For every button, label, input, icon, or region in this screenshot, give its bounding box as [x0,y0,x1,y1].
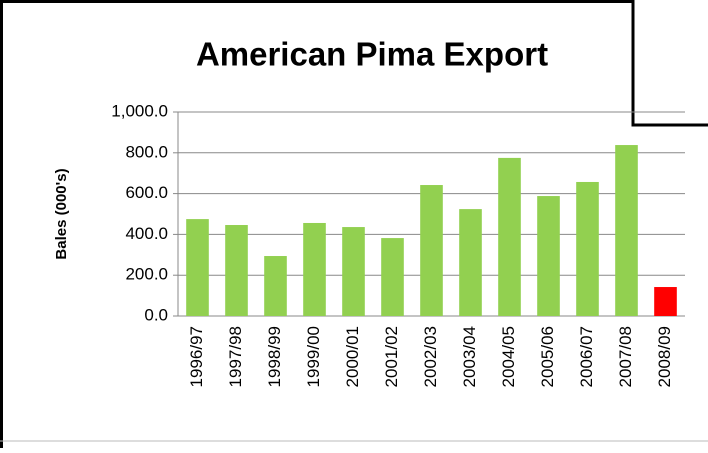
bar [264,256,287,316]
bar [537,196,560,316]
bar [498,157,521,316]
bar [303,222,326,316]
y-tick-label: 0.0 [144,305,168,324]
y-tick-label: 200.0 [125,265,168,284]
y-tick-label: 800.0 [125,142,168,161]
bar [459,209,482,316]
bar [342,227,365,316]
bar [615,145,638,316]
x-tick-label: 2002/03 [421,326,440,387]
x-tick-label: 2003/04 [460,326,479,387]
x-tick-label: 1997/98 [226,326,245,387]
x-tick-label: 2005/06 [538,326,557,387]
x-tick-label: 1998/99 [265,326,284,387]
x-tick-label: 2008/09 [655,326,674,387]
bar [225,225,248,316]
bar [654,287,677,316]
bar [186,219,209,316]
x-tick-label: 2000/01 [343,326,362,387]
bar [381,238,404,316]
y-tick-label: 1,000.0 [111,101,168,120]
chart-title: American Pima Export [196,36,548,73]
bar [576,181,599,316]
x-tick-label: 2007/08 [616,326,635,387]
x-tick-label: 2006/07 [577,326,596,387]
x-tick-label: 2004/05 [499,326,518,387]
bar [420,185,443,316]
x-tick-label: 1996/97 [187,326,206,387]
y-axis-title: Bales (000's) [53,168,70,259]
legend-box [631,0,708,127]
x-tick-label: 1999/00 [304,326,323,387]
y-tick-label: 400.0 [125,224,168,243]
y-tick-label: 600.0 [125,183,168,202]
x-tick-label: 2001/02 [382,326,401,387]
